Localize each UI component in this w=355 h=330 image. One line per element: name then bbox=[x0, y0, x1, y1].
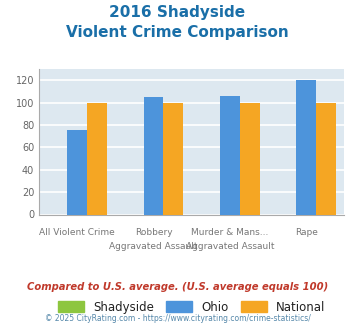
Bar bbox=[87, 103, 107, 214]
Text: Murder & Mans...: Murder & Mans... bbox=[191, 228, 268, 237]
Text: Aggravated Assault: Aggravated Assault bbox=[109, 242, 198, 251]
Text: Rape: Rape bbox=[295, 228, 318, 237]
Bar bbox=[240, 103, 260, 214]
Bar bbox=[67, 130, 87, 214]
Text: © 2025 CityRating.com - https://www.cityrating.com/crime-statistics/: © 2025 CityRating.com - https://www.city… bbox=[45, 314, 310, 323]
Text: Compared to U.S. average. (U.S. average equals 100): Compared to U.S. average. (U.S. average … bbox=[27, 282, 328, 292]
Text: 2016 Shadyside: 2016 Shadyside bbox=[109, 5, 246, 20]
Text: Robbery: Robbery bbox=[135, 228, 172, 237]
Legend: Shadyside, Ohio, National: Shadyside, Ohio, National bbox=[53, 296, 330, 318]
Bar bbox=[316, 103, 336, 214]
Text: All Violent Crime: All Violent Crime bbox=[39, 228, 115, 237]
Bar bbox=[144, 97, 163, 214]
Bar bbox=[296, 81, 316, 214]
Bar bbox=[163, 103, 183, 214]
Text: Aggravated Assault: Aggravated Assault bbox=[186, 242, 274, 251]
Bar bbox=[220, 96, 240, 214]
Text: Violent Crime Comparison: Violent Crime Comparison bbox=[66, 25, 289, 40]
